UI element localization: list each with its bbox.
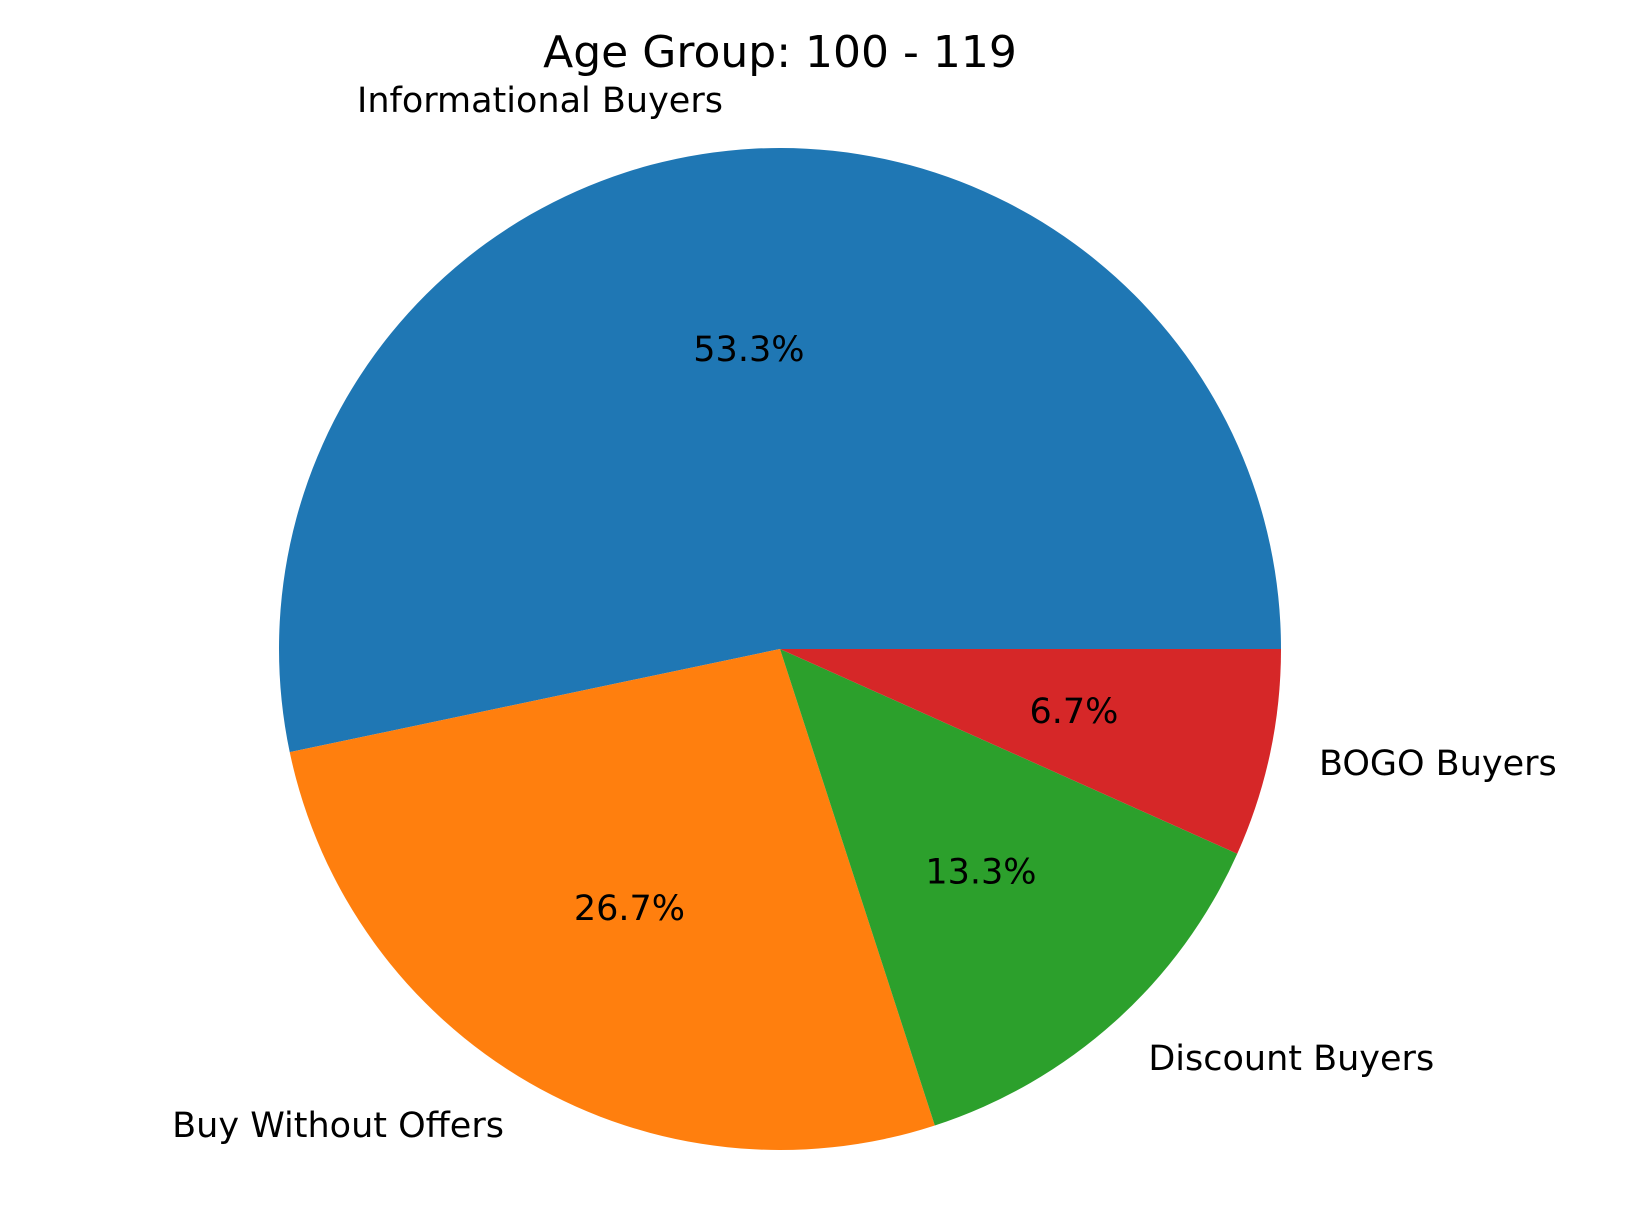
pct-label-discount-buyers: 13.3% <box>925 853 1036 893</box>
pie-slices <box>279 148 1281 1151</box>
pct-label-informational-buyers: 53.3% <box>693 330 804 370</box>
slice-label-bogo-buyers: BOGO Buyers <box>1319 744 1557 784</box>
chart-title: Age Group: 100 - 119 <box>543 27 1017 78</box>
pct-label-buy-without-offers: 26.7% <box>574 889 685 929</box>
pie-labels: Informational Buyers 53.3% Buy Without Off… <box>172 81 1557 1146</box>
pie-slice-bogo-buyers <box>780 649 1281 854</box>
slice-label-discount-buyers: Discount Buyers <box>1148 1039 1434 1079</box>
slice-label-informational-buyers: Informational Buyers <box>357 81 723 121</box>
pie-slice-buy-without-offers <box>289 649 935 1151</box>
pct-label-bogo-buyers: 6.7% <box>1030 692 1119 732</box>
slice-label-buy-without-offers: Buy Without Offers <box>172 1106 504 1146</box>
pie-slice-informational-buyers <box>279 148 1281 753</box>
pie-slice-discount-buyers <box>780 649 1238 1126</box>
